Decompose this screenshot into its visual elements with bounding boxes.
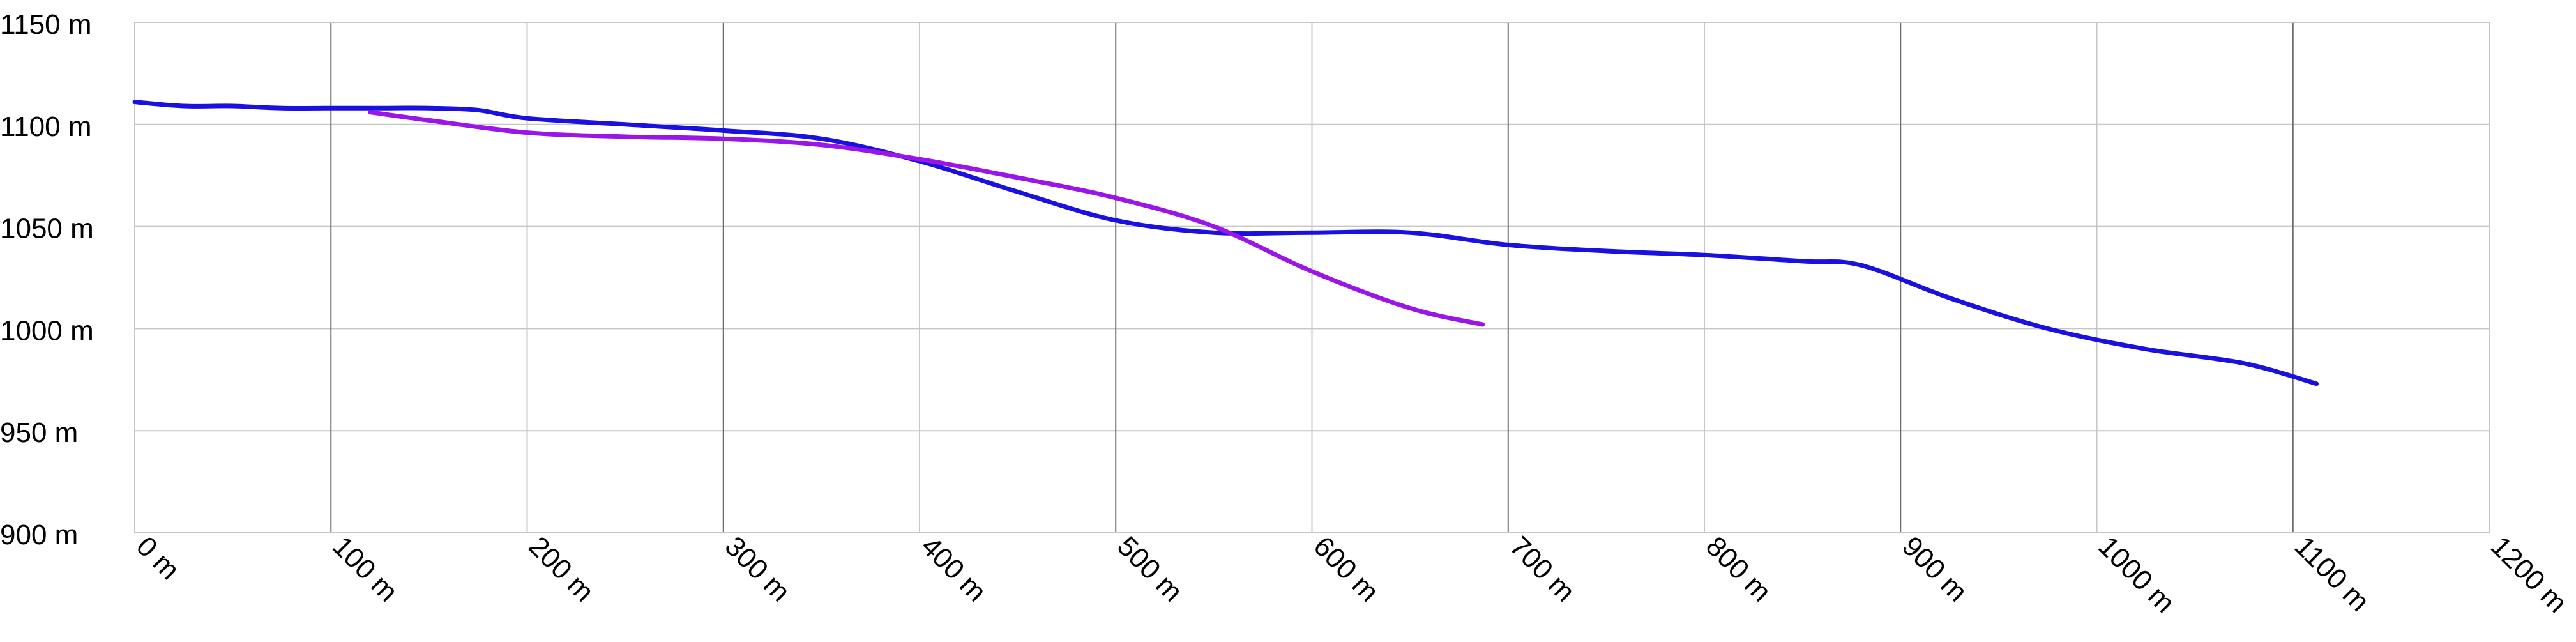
series-line-1 [132, 100, 2319, 386]
x-tick-label: 1200 m [2485, 530, 2573, 618]
series-line-2 [368, 110, 1485, 327]
x-tick-label: 500 m [1111, 530, 1188, 608]
x-tick-label: 900 m [1896, 530, 1973, 608]
grid-layer [134, 22, 2490, 533]
y-tick-label: 1000 m [0, 315, 94, 346]
x-tick-label: 100 m [326, 530, 404, 608]
y-tick-label: 1100 m [0, 111, 92, 142]
x-tick-label: 1000 m [2092, 530, 2180, 618]
x-tick-label: 400 m [915, 530, 992, 608]
x-tick-label: 200 m [522, 530, 600, 608]
plot-frame [134, 22, 2490, 533]
axis-layer: 900 m 950 m 1000 m 1050 m 1100 m 1150 m 0 m 100… [0, 9, 2573, 619]
x-tick-label: 800 m [1700, 530, 1777, 608]
y-tick-label: 950 m [0, 417, 78, 448]
y-tick-label: 1150 m [0, 9, 92, 40]
y-tick-label: 1050 m [0, 213, 94, 245]
series-layer [132, 100, 2319, 386]
x-tick-label: 600 m [1307, 530, 1384, 608]
y-tick-label: 900 m [0, 519, 78, 551]
x-tick-label: 0 m [130, 530, 186, 586]
x-tick-label: 300 m [719, 530, 796, 608]
x-tick-label: 1100 m [2289, 530, 2375, 617]
x-tick-label: 700 m [1504, 530, 1581, 608]
